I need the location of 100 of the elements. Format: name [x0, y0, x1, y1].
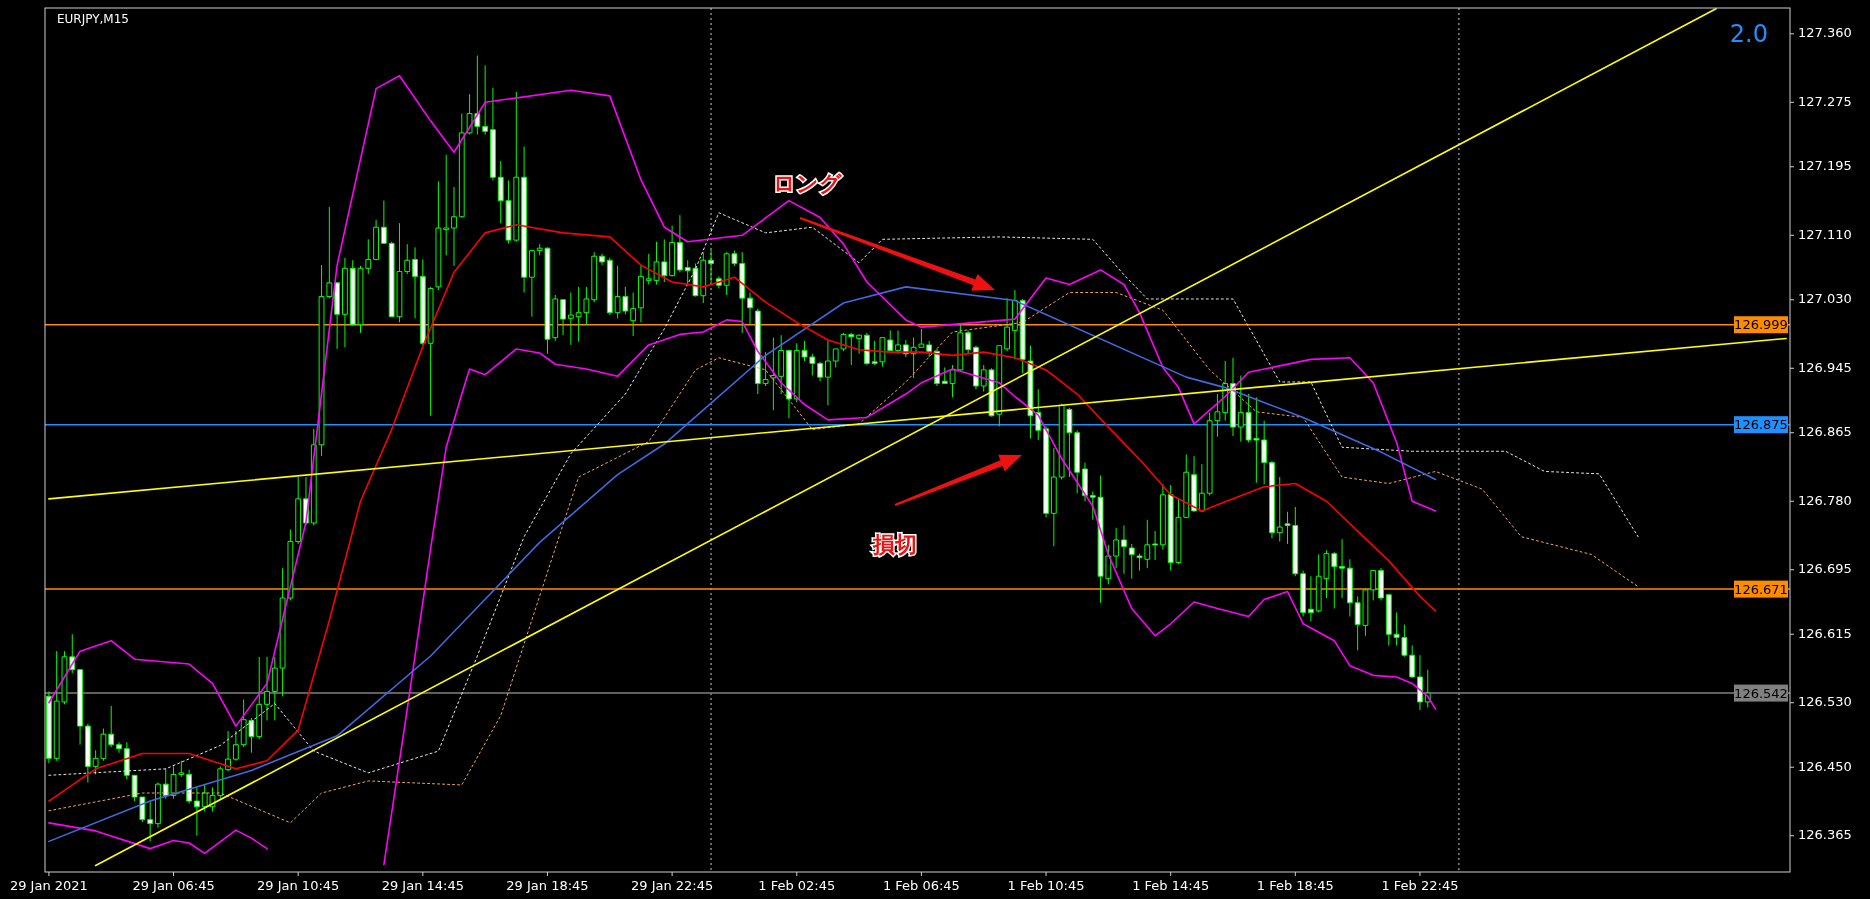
- candlestick: [708, 249, 714, 285]
- y-tick-label: 126.450: [1798, 758, 1852, 774]
- candlestick: [1019, 298, 1026, 374]
- candlestick: [669, 225, 676, 277]
- candlestick: [123, 741, 130, 780]
- candlestick: [482, 64, 489, 136]
- candlestick: [1004, 297, 1010, 352]
- annotation: ロング: [772, 171, 842, 196]
- line-series: [48, 212, 1639, 776]
- candlestick: [443, 154, 450, 256]
- x-tick-label: 1 Feb 22:45: [1381, 878, 1459, 893]
- line-series: [383, 319, 1437, 866]
- line-series: [48, 74, 1437, 727]
- candlestick: [747, 292, 753, 326]
- ref-line-label: 126.542: [1734, 685, 1788, 701]
- candlestick: [147, 800, 154, 842]
- candlestick: [1276, 476, 1283, 543]
- candlestick: [490, 87, 496, 181]
- candlestick: [606, 257, 613, 316]
- candlestick: [973, 345, 979, 390]
- candlestick: [1269, 460, 1275, 539]
- line-series: [48, 286, 1437, 843]
- annotation: 2.0: [1729, 20, 1768, 48]
- candlestick: [1378, 567, 1384, 601]
- candlestick: [1152, 530, 1159, 561]
- ref-line-label: 126.875: [1734, 417, 1788, 433]
- candlestick: [1113, 527, 1120, 569]
- x-tick-label: 29 Jan 18:45: [506, 878, 589, 893]
- candlestick: [108, 705, 115, 748]
- candlestick: [739, 251, 746, 334]
- x-tick-label: 1 Feb 10:45: [1007, 878, 1085, 893]
- candlestick: [1230, 357, 1236, 437]
- x-tick-label: 1 Feb 06:45: [882, 878, 960, 893]
- candlestick: [863, 332, 870, 366]
- y-tick-label: 126.695: [1798, 561, 1852, 577]
- candlestick: [380, 200, 387, 245]
- candlestick: [271, 656, 278, 721]
- line-series: [48, 224, 1437, 802]
- candlestick: [1043, 425, 1049, 518]
- candlestick: [419, 258, 426, 346]
- candlestick: [926, 340, 933, 358]
- candlestick: [1089, 491, 1096, 521]
- candlestick: [567, 292, 574, 346]
- x-tick-label: 29 Jan 10:45: [257, 878, 340, 893]
- ref-line-label: 126.671: [1734, 581, 1788, 597]
- candlestick: [1074, 429, 1081, 494]
- candlestick: [778, 334, 785, 395]
- candlestick: [295, 476, 302, 545]
- candlestick: [1121, 524, 1127, 575]
- candlestick: [825, 340, 831, 406]
- candlestick: [521, 146, 528, 294]
- candlestick: [342, 257, 348, 348]
- candlestick: [1128, 543, 1135, 580]
- x-tick-label: 29 Jan 2021: [9, 878, 88, 893]
- candlestick: [1409, 645, 1416, 679]
- candlestick: [84, 723, 91, 784]
- candlestick: [1300, 570, 1307, 618]
- candlestick: [451, 186, 457, 267]
- ref-line-label: 126.999: [1734, 317, 1788, 333]
- candlestick: [638, 265, 644, 323]
- candlestick: [1050, 447, 1057, 547]
- candlestick: [45, 690, 52, 764]
- line-series: [48, 292, 1639, 824]
- x-tick-label: 29 Jan 22:45: [630, 878, 714, 893]
- y-tick-label: 127.110: [1798, 226, 1852, 242]
- candlestick: [630, 292, 637, 337]
- candlestick: [1261, 420, 1268, 485]
- x-tick-label: 29 Jan 14:45: [381, 878, 464, 893]
- y-tick-label: 126.365: [1798, 827, 1852, 843]
- candlestick: [786, 350, 792, 419]
- candlestick: [1082, 462, 1088, 502]
- candlestick: [957, 324, 964, 372]
- candlestick: [458, 113, 465, 219]
- line-series: [48, 822, 268, 855]
- chart-title: EURJPY,M15: [57, 12, 129, 26]
- candlestick: [1159, 483, 1166, 551]
- candlestick: [1198, 463, 1205, 513]
- x-tick-label: 1 Feb 14:45: [1132, 878, 1210, 893]
- y-tick-label: 126.945: [1798, 359, 1852, 375]
- candlestick: [965, 329, 972, 355]
- annotation: 損切: [872, 532, 917, 557]
- candlestick: [264, 656, 270, 721]
- candlestick: [1385, 594, 1392, 647]
- y-tick-label: 126.615: [1798, 625, 1852, 641]
- y-tick-label: 126.530: [1798, 694, 1852, 710]
- candlestick: [762, 351, 769, 387]
- candlestick: [193, 786, 200, 837]
- candlestick: [754, 308, 761, 395]
- y-tick-label: 127.195: [1798, 158, 1852, 174]
- candlestick: [1237, 375, 1244, 443]
- candlestick: [1339, 538, 1345, 599]
- candlestick: [1307, 575, 1314, 622]
- candlestick: [373, 219, 379, 261]
- candlestick: [1191, 455, 1197, 513]
- candlestick: [1346, 558, 1353, 618]
- candlestick: [412, 246, 418, 319]
- candlestick: [1011, 289, 1018, 360]
- candlestick: [186, 769, 193, 804]
- y-tick-label: 127.360: [1798, 25, 1852, 41]
- candlestick: [599, 253, 605, 266]
